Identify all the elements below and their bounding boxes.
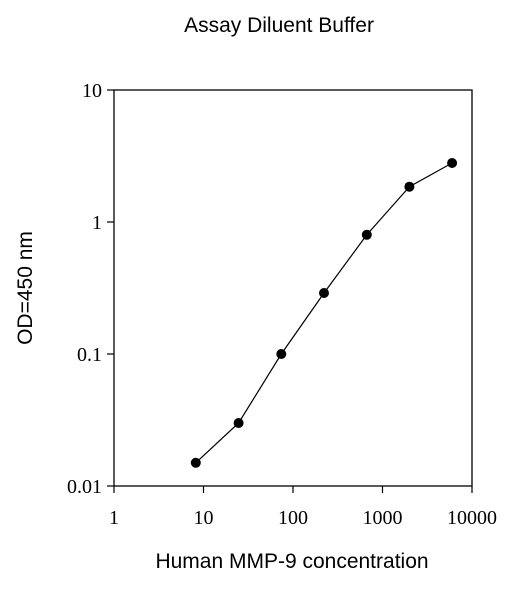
y-tick-label: 10 [82,80,102,102]
x-tick-label: 1 [109,507,119,529]
series-line [195,162,453,464]
plot-frame [113,89,473,487]
y-tick-label: 0.1 [77,344,102,366]
x-axis-label: Human MMP-9 concentration [155,550,428,573]
data-point [276,349,287,359]
x-tick-label: 10 [194,507,214,529]
data-point [404,181,415,192]
chart-title: Assay Diluent Buffer [184,14,374,37]
data-point [190,457,201,468]
data-point [233,418,244,428]
y-tick-label: 1 [92,212,102,234]
y-axis-ticks: 0.01 0.1 1 10 [67,80,114,498]
data-points [190,158,458,468]
x-tick-label: 100 [278,507,308,529]
y-tick-label: 0.01 [67,476,102,498]
x-axis-ticks: 1 10 100 1000 10000 [109,486,497,529]
data-point [447,158,458,168]
data-point [361,229,372,240]
data-point [319,288,329,298]
x-tick-label: 10000 [447,507,497,529]
x-tick-label: 1000 [363,507,403,529]
y-axis-label: OD=450 nm [14,231,37,345]
